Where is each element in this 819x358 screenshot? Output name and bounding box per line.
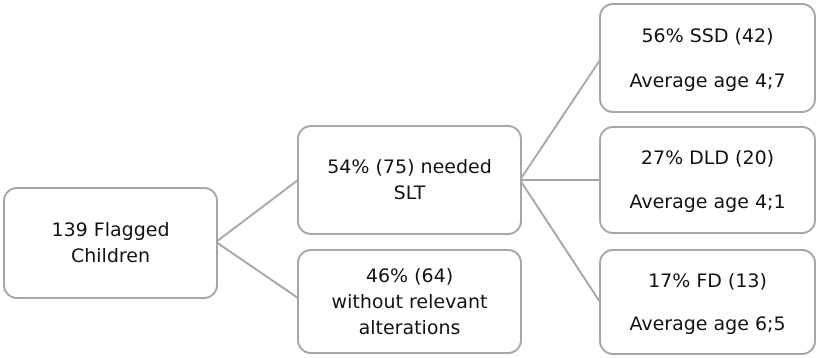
node-fd-line2: Average age 6;5 [629,312,786,335]
node-fd-line1: 17% FD (13) [648,269,767,292]
node-needed-slt-line1: 54% (75) needed [327,156,492,178]
node-dld-line1: 27% DLD (20) [640,147,775,169]
node-dld-line2: Average age 4;1 [629,191,786,213]
edge-root-to-without [215,241,299,299]
node-fd: 17% FD (13) Average age 6;5 [599,249,816,355]
edge-needed-to-fd [519,179,601,303]
node-without-alterations-line1: 46% (64) [365,264,454,287]
node-ssd-line2: Average age 4;7 [629,69,786,92]
node-needed-slt: 54% (75) needed SLT [297,125,522,235]
node-flagged-children: 139 Flagged Children [3,187,218,299]
node-flagged-children-line2: Children [70,245,151,267]
node-ssd-line1: 56% SSD (42) [641,24,774,47]
node-without-alterations-line2: without relevant [331,290,488,313]
edge-root-to-needed [215,179,299,243]
node-without-alterations-line3: alterations [358,316,461,339]
node-flagged-children-line1: 139 Flagged [51,219,170,241]
node-dld: 27% DLD (20) Average age 4;1 [599,126,816,234]
node-needed-slt-line2: SLT [393,182,426,204]
node-without-alterations: 46% (64) without relevant alterations [297,249,522,354]
edge-needed-to-ssd [519,59,601,181]
node-ssd: 56% SSD (42) Average age 4;7 [599,3,816,113]
